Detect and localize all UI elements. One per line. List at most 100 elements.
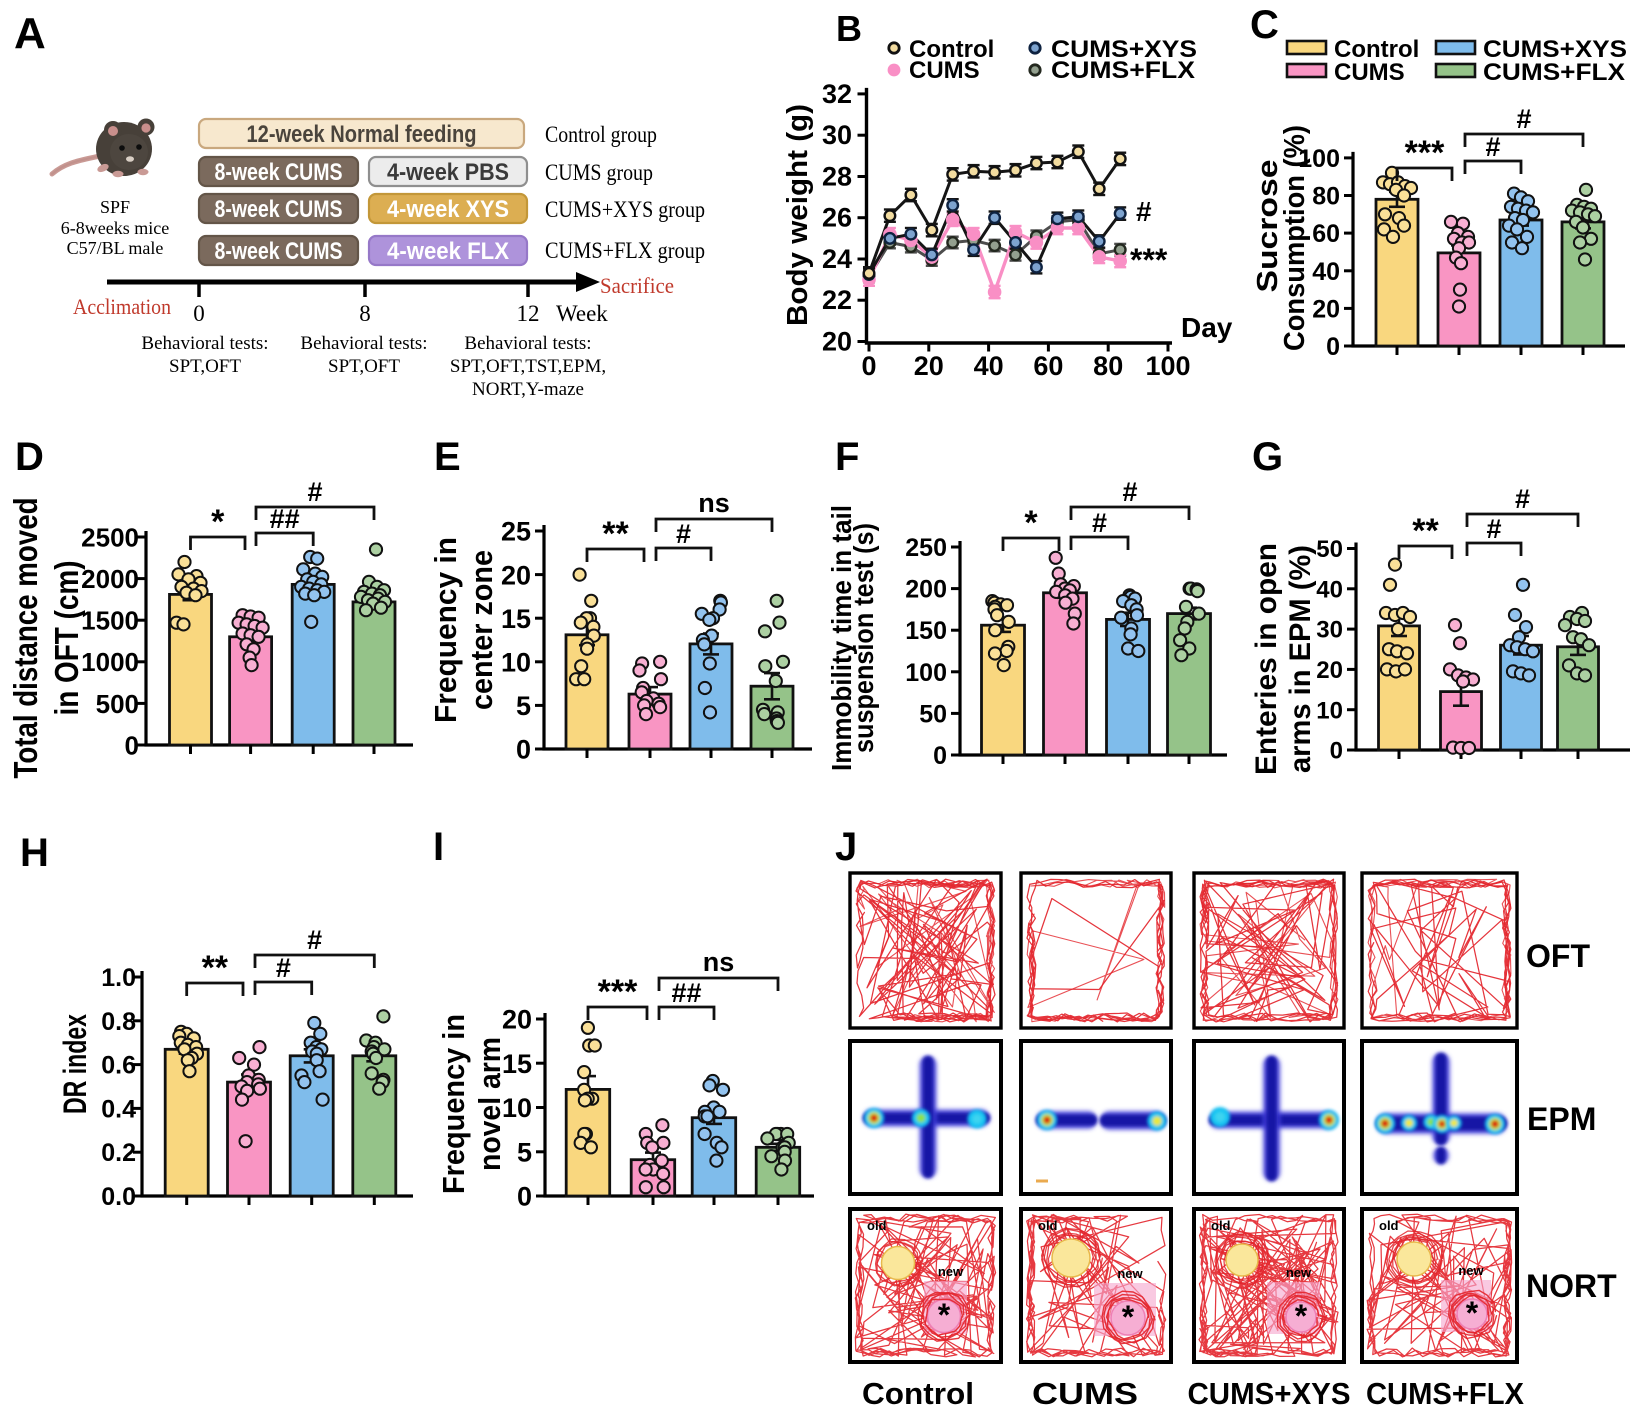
svg-text:0: 0: [1326, 333, 1340, 361]
svg-text:15: 15: [502, 1049, 532, 1079]
svg-text:0.8: 0.8: [101, 1008, 136, 1036]
svg-text:1.0: 1.0: [101, 964, 136, 992]
svg-text:**: **: [1412, 512, 1439, 550]
svg-text:CUMS+FLX: CUMS+FLX: [1483, 59, 1625, 86]
svg-text:CUMS: CUMS: [1334, 59, 1405, 86]
svg-text:4-week XYS: 4-week XYS: [387, 196, 509, 223]
svg-text:Consumption (%): Consumption (%): [1279, 125, 1311, 351]
svg-text:250: 250: [905, 534, 947, 562]
svg-text:DR index: DR index: [57, 1014, 93, 1114]
svg-text:*: *: [938, 1297, 951, 1333]
svg-text:#: #: [1515, 484, 1530, 514]
svg-text:***: ***: [1405, 134, 1445, 172]
svg-text:Control: Control: [909, 36, 994, 63]
svg-text:CUMS+FLX: CUMS+FLX: [1051, 57, 1195, 84]
svg-text:CUMS+XYS group: CUMS+XYS group: [545, 197, 705, 222]
svg-text:new: new: [1458, 1263, 1484, 1278]
svg-text:#: #: [307, 925, 322, 955]
svg-text:NORT: NORT: [1526, 1268, 1617, 1304]
svg-text:F: F: [835, 435, 859, 479]
svg-text:D: D: [15, 435, 44, 479]
svg-text:SPT,OFT: SPT,OFT: [169, 356, 241, 377]
svg-text:60: 60: [1312, 220, 1340, 248]
svg-text:Frequency in: Frequency in: [428, 537, 463, 723]
svg-text:100: 100: [905, 659, 947, 687]
svg-text:4-week FLX: 4-week FLX: [387, 238, 509, 265]
svg-text:CUMS+XYS: CUMS+XYS: [1483, 36, 1627, 63]
svg-text:0.4: 0.4: [101, 1095, 136, 1123]
svg-text:100: 100: [1145, 351, 1190, 381]
svg-text:80: 80: [1312, 183, 1340, 211]
svg-text:2500: 2500: [81, 522, 139, 552]
svg-text:20: 20: [501, 560, 531, 590]
svg-text:0: 0: [125, 730, 139, 760]
svg-text:0.6: 0.6: [101, 1052, 136, 1080]
svg-text:#: #: [1486, 514, 1501, 544]
svg-text:0: 0: [516, 735, 531, 765]
svg-text:20: 20: [502, 1005, 532, 1035]
svg-text:*: *: [1295, 1298, 1308, 1334]
svg-text:15: 15: [501, 604, 531, 634]
svg-text:new: new: [938, 1264, 964, 1279]
svg-text:##: ##: [270, 504, 300, 534]
svg-text:Control: Control: [1334, 36, 1419, 63]
svg-text:60: 60: [1033, 351, 1063, 381]
svg-text:200: 200: [905, 576, 947, 604]
svg-text:Enteries in open: Enteries in open: [1250, 543, 1283, 775]
svg-text:5: 5: [516, 691, 531, 721]
svg-text:#: #: [1122, 477, 1137, 507]
svg-text:suspension test (s): suspension test (s): [848, 523, 879, 753]
svg-text:CUMS: CUMS: [1032, 1376, 1138, 1411]
svg-text:0: 0: [1330, 738, 1343, 765]
svg-text:10: 10: [1316, 697, 1343, 724]
svg-text:Behavioral tests:: Behavioral tests:: [141, 333, 268, 354]
svg-text:8-week CUMS: 8-week CUMS: [215, 159, 343, 186]
svg-text:Body weight (g): Body weight (g): [782, 104, 814, 326]
svg-text:0: 0: [933, 742, 947, 770]
svg-text:EPM: EPM: [1527, 1101, 1596, 1137]
svg-text:0: 0: [517, 1182, 532, 1212]
svg-text:0.2: 0.2: [101, 1139, 136, 1167]
svg-text:CUMS+FLX group: CUMS+FLX group: [545, 238, 705, 263]
svg-text:arms in EPM (%): arms in EPM (%): [1284, 545, 1317, 773]
svg-text:150: 150: [905, 617, 947, 645]
svg-text:1000: 1000: [81, 647, 139, 677]
svg-text:28: 28: [822, 162, 852, 192]
svg-text:26: 26: [822, 203, 852, 233]
svg-text:5: 5: [517, 1138, 532, 1168]
svg-text:in OFT (cm): in OFT (cm): [48, 561, 85, 716]
svg-text:Sacrifice: Sacrifice: [600, 273, 674, 298]
svg-text:8-week CUMS: 8-week CUMS: [215, 196, 343, 223]
svg-text:Week: Week: [556, 301, 608, 326]
svg-text:80: 80: [1093, 351, 1123, 381]
svg-text:*: *: [1466, 1295, 1479, 1331]
svg-text:50: 50: [1316, 536, 1343, 563]
svg-text:CUMS: CUMS: [909, 57, 980, 84]
svg-text:old: old: [1379, 1218, 1399, 1233]
svg-text:20: 20: [914, 351, 944, 381]
svg-text:SPT,OFT: SPT,OFT: [328, 356, 400, 377]
svg-text:**: **: [202, 949, 229, 987]
svg-text:NORT,Y-maze: NORT,Y-maze: [472, 379, 584, 400]
svg-text:J: J: [835, 825, 857, 869]
svg-text:1500: 1500: [81, 606, 139, 636]
svg-text:new: new: [1286, 1265, 1312, 1280]
svg-text:30: 30: [1316, 617, 1343, 644]
svg-text:*: *: [1024, 504, 1038, 542]
svg-text:I: I: [433, 825, 444, 869]
svg-text:Control group: Control group: [545, 122, 657, 147]
svg-text:Acclimation: Acclimation: [73, 294, 171, 319]
svg-text:#: #: [1485, 132, 1500, 162]
svg-text:2000: 2000: [81, 564, 139, 594]
svg-text:8-week CUMS: 8-week CUMS: [215, 238, 343, 265]
svg-text:10: 10: [502, 1093, 532, 1123]
svg-text:20: 20: [1312, 295, 1340, 323]
svg-text:center zone: center zone: [464, 550, 499, 710]
svg-text:500: 500: [96, 689, 139, 719]
svg-text:30: 30: [822, 120, 852, 150]
svg-text:40: 40: [1316, 576, 1343, 603]
svg-text:0.0: 0.0: [101, 1183, 136, 1211]
svg-text:##: ##: [671, 978, 701, 1008]
svg-text:50: 50: [919, 700, 947, 728]
svg-text:#: #: [1136, 196, 1152, 227]
